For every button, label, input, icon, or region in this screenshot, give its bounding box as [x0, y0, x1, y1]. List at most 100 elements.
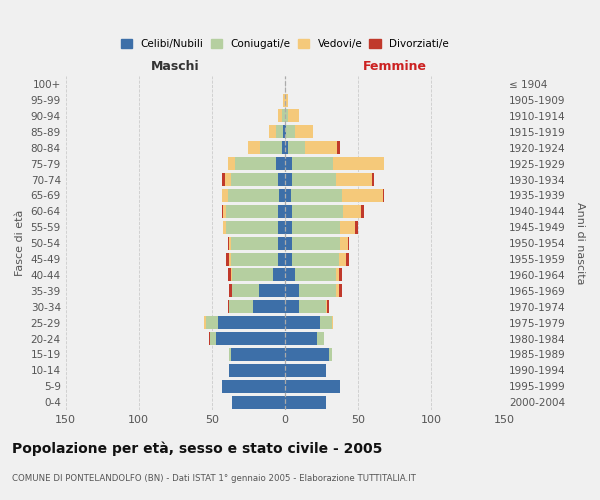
Bar	[339, 284, 342, 298]
Bar	[229, 284, 232, 298]
Bar	[225, 173, 231, 186]
Bar	[228, 300, 229, 314]
Bar	[218, 316, 285, 329]
Bar	[295, 268, 336, 281]
Bar	[222, 205, 223, 218]
Bar	[383, 189, 384, 202]
Y-axis label: Anni di nascita: Anni di nascita	[575, 202, 585, 284]
Bar	[278, 205, 285, 218]
Bar	[285, 236, 292, 250]
Text: COMUNE DI PONTELANDOLFO (BN) - Dati ISTAT 1° gennaio 2005 - Elaborazione TUTTITA: COMUNE DI PONTELANDOLFO (BN) - Dati ISTA…	[12, 474, 416, 483]
Bar	[305, 141, 337, 154]
Bar	[285, 332, 317, 345]
Bar	[226, 205, 278, 218]
Bar	[333, 157, 384, 170]
Bar	[327, 300, 329, 314]
Bar	[285, 364, 326, 377]
Bar	[228, 189, 279, 202]
Bar	[295, 126, 313, 138]
Bar	[285, 173, 292, 186]
Bar	[336, 284, 339, 298]
Bar	[285, 205, 292, 218]
Bar	[283, 126, 285, 138]
Bar	[273, 268, 285, 281]
Bar	[231, 348, 285, 361]
Bar	[317, 332, 324, 345]
Bar	[282, 110, 285, 122]
Bar	[232, 284, 259, 298]
Bar	[222, 189, 228, 202]
Bar	[205, 316, 206, 329]
Bar	[299, 300, 326, 314]
Bar	[278, 110, 282, 122]
Bar	[336, 268, 339, 281]
Bar	[229, 364, 285, 377]
Bar	[343, 205, 361, 218]
Bar	[223, 220, 226, 234]
Bar	[222, 173, 225, 186]
Bar	[329, 348, 332, 361]
Bar	[276, 157, 285, 170]
Bar	[339, 252, 346, 266]
Bar	[373, 173, 374, 186]
Bar	[337, 141, 340, 154]
Bar	[222, 380, 285, 393]
Bar	[285, 268, 295, 281]
Text: Femmine: Femmine	[362, 60, 427, 73]
Bar	[235, 157, 276, 170]
Bar	[347, 236, 349, 250]
Bar	[292, 220, 340, 234]
Text: Popolazione per età, sesso e stato civile - 2005: Popolazione per età, sesso e stato civil…	[12, 441, 382, 456]
Bar	[340, 236, 347, 250]
Bar	[292, 205, 343, 218]
Bar	[326, 300, 327, 314]
Bar	[286, 126, 295, 138]
Bar	[285, 316, 320, 329]
Bar	[226, 252, 229, 266]
Bar	[285, 300, 299, 314]
Bar	[292, 236, 340, 250]
Bar	[285, 189, 290, 202]
Bar	[216, 332, 285, 345]
Text: Maschi: Maschi	[151, 60, 200, 73]
Bar	[231, 268, 232, 281]
Bar	[278, 220, 285, 234]
Bar	[269, 126, 276, 138]
Bar	[232, 268, 273, 281]
Bar	[292, 173, 336, 186]
Bar	[282, 141, 285, 154]
Bar	[229, 300, 253, 314]
Bar	[209, 332, 210, 345]
Bar	[285, 126, 286, 138]
Bar	[278, 252, 285, 266]
Bar	[231, 173, 278, 186]
Bar	[231, 236, 278, 250]
Bar	[228, 157, 235, 170]
Bar	[226, 220, 278, 234]
Bar	[248, 141, 260, 154]
Bar	[285, 220, 292, 234]
Bar	[232, 396, 285, 408]
Bar	[223, 205, 226, 218]
Bar	[285, 94, 288, 106]
Bar	[285, 348, 329, 361]
Bar	[228, 268, 231, 281]
Bar	[292, 252, 339, 266]
Bar	[285, 110, 288, 122]
Bar	[278, 173, 285, 186]
Bar	[260, 141, 282, 154]
Bar	[340, 220, 355, 234]
Bar	[285, 252, 292, 266]
Bar	[336, 173, 373, 186]
Bar	[288, 141, 305, 154]
Bar	[285, 157, 292, 170]
Bar	[285, 380, 340, 393]
Bar	[231, 252, 278, 266]
Bar	[285, 396, 326, 408]
Bar	[278, 236, 285, 250]
Bar	[210, 332, 216, 345]
Bar	[206, 316, 218, 329]
Bar	[259, 284, 285, 298]
Bar	[276, 126, 283, 138]
Bar	[355, 220, 358, 234]
